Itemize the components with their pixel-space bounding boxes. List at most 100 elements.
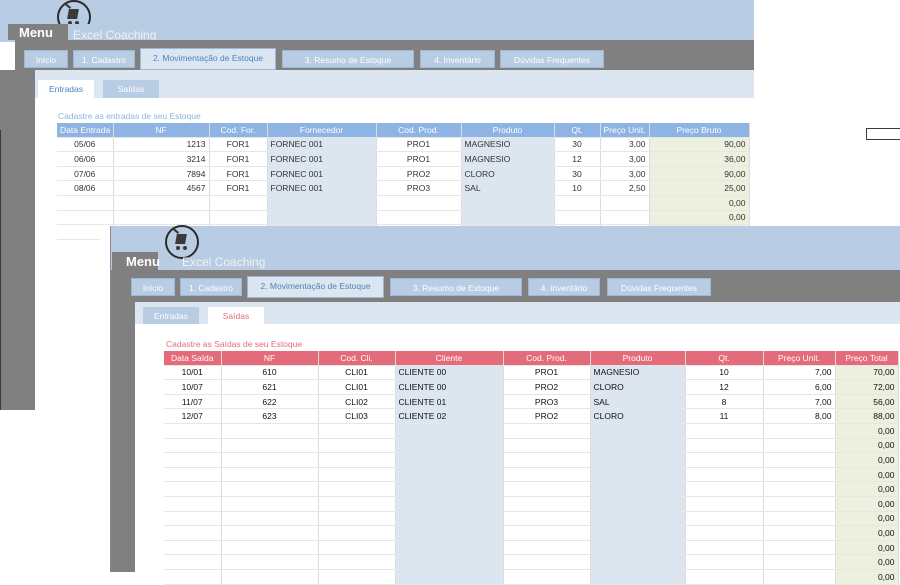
table-cell[interactable]: 10 [685,365,764,381]
table-cell[interactable]: 0,00 [835,496,899,512]
tab-duvidas[interactable]: Dúvidas Frequentes [607,278,711,296]
table-cell[interactable]: 0,00 [835,452,899,468]
table-cell[interactable]: PRO1 [503,365,591,381]
table-cell[interactable]: 0,00 [835,423,899,439]
table-cell[interactable] [590,481,686,497]
table-cell[interactable]: 10/07 [164,379,222,395]
table-cell[interactable] [57,195,114,211]
table-cell[interactable]: 07/06 [57,166,114,182]
table-cell[interactable] [395,481,504,497]
tab-inventario[interactable]: 4. Inventário [528,278,600,296]
table-cell[interactable] [763,438,836,454]
table-cell[interactable]: 2,50 [600,180,650,196]
table-cell[interactable] [267,195,377,211]
table-cell[interactable]: CLI03 [318,408,396,424]
table-cell[interactable] [461,210,555,226]
table-cell[interactable]: 621 [221,379,319,395]
table-cell[interactable] [164,496,222,512]
table-cell[interactable]: 90,00 [649,166,750,182]
table-cell[interactable] [221,438,319,454]
table-cell[interactable]: SAL [461,180,555,196]
table-cell[interactable] [763,554,836,570]
table-cell[interactable]: 610 [221,365,319,381]
table-cell[interactable]: 0,00 [835,554,899,570]
menu-button[interactable]: Menu [126,254,160,269]
table-cell[interactable]: 0,00 [649,210,750,226]
table-cell[interactable] [57,210,114,226]
table-cell[interactable] [113,210,210,226]
table-cell[interactable]: 56,00 [835,394,899,410]
subtab-entradas[interactable]: Entradas [38,80,94,98]
table-cell[interactable] [395,423,504,439]
table-cell[interactable] [318,496,396,512]
table-cell[interactable] [113,195,210,211]
table-cell[interactable]: 3,00 [600,151,650,167]
table-cell[interactable] [763,511,836,527]
table-cell[interactable]: FORNEC 001 [267,137,377,153]
tab-cadastro[interactable]: 1. Cadastro [73,50,135,68]
table-cell[interactable] [763,452,836,468]
table-cell[interactable]: CLORO [590,379,686,395]
table-cell[interactable]: FOR1 [209,166,268,182]
table-cell[interactable] [164,511,222,527]
table-cell[interactable] [221,511,319,527]
tab-resumo[interactable]: 3. Resumo de Estoque [390,278,522,296]
table-cell[interactable]: 10 [554,180,601,196]
table-cell[interactable] [395,554,504,570]
table-cell[interactable]: 6,00 [763,379,836,395]
table-cell[interactable]: 88,00 [835,408,899,424]
table-cell[interactable]: MAGNESIO [461,137,555,153]
table-cell[interactable] [590,511,686,527]
table-cell[interactable] [164,452,222,468]
table-cell[interactable]: 72,00 [835,379,899,395]
table-cell[interactable]: 06/06 [57,151,114,167]
table-cell[interactable] [318,438,396,454]
table-cell[interactable] [685,496,764,512]
table-cell[interactable]: 7894 [113,166,210,182]
table-cell[interactable]: 12 [554,151,601,167]
table-cell[interactable] [503,525,591,541]
table-cell[interactable] [221,554,319,570]
table-cell[interactable]: 0,00 [835,511,899,527]
table-cell[interactable]: 3214 [113,151,210,167]
table-cell[interactable]: FOR1 [209,180,268,196]
table-cell[interactable] [590,540,686,556]
table-cell[interactable]: 90,00 [649,137,750,153]
table-cell[interactable] [267,210,377,226]
tab-inicio[interactable]: Início [131,278,175,296]
table-cell[interactable] [600,210,650,226]
table-cell[interactable] [221,540,319,556]
table-cell[interactable]: 30 [554,166,601,182]
table-cell[interactable] [221,423,319,439]
table-cell[interactable] [503,467,591,483]
table-cell[interactable] [590,452,686,468]
table-cell[interactable]: FOR1 [209,151,268,167]
table-cell[interactable] [763,540,836,556]
table-cell[interactable]: CLI01 [318,379,396,395]
table-cell[interactable]: PRO2 [503,408,591,424]
table-cell[interactable]: 11/07 [164,394,222,410]
table-cell[interactable] [395,525,504,541]
table-cell[interactable] [590,423,686,439]
table-cell[interactable] [685,511,764,527]
table-cell[interactable]: 0,00 [649,195,750,211]
table-cell[interactable]: 3,00 [600,137,650,153]
table-cell[interactable] [221,452,319,468]
table-cell[interactable]: 0,00 [835,525,899,541]
table-cell[interactable]: FOR1 [209,137,268,153]
table-cell[interactable]: 11 [685,408,764,424]
tab-inicio[interactable]: Início [24,50,68,68]
table-cell[interactable] [318,554,396,570]
table-cell[interactable]: CLI01 [318,365,396,381]
table-cell[interactable] [318,452,396,468]
table-cell[interactable] [554,210,601,226]
table-cell[interactable]: 0,00 [835,481,899,497]
table-cell[interactable]: PRO2 [503,379,591,395]
table-cell[interactable] [763,496,836,512]
table-cell[interactable] [503,511,591,527]
table-cell[interactable]: 12/07 [164,408,222,424]
table-cell[interactable] [685,525,764,541]
tab-resumo[interactable]: 3. Resumo de Estoque [282,50,414,68]
table-cell[interactable]: 12 [685,379,764,395]
table-cell[interactable] [763,481,836,497]
